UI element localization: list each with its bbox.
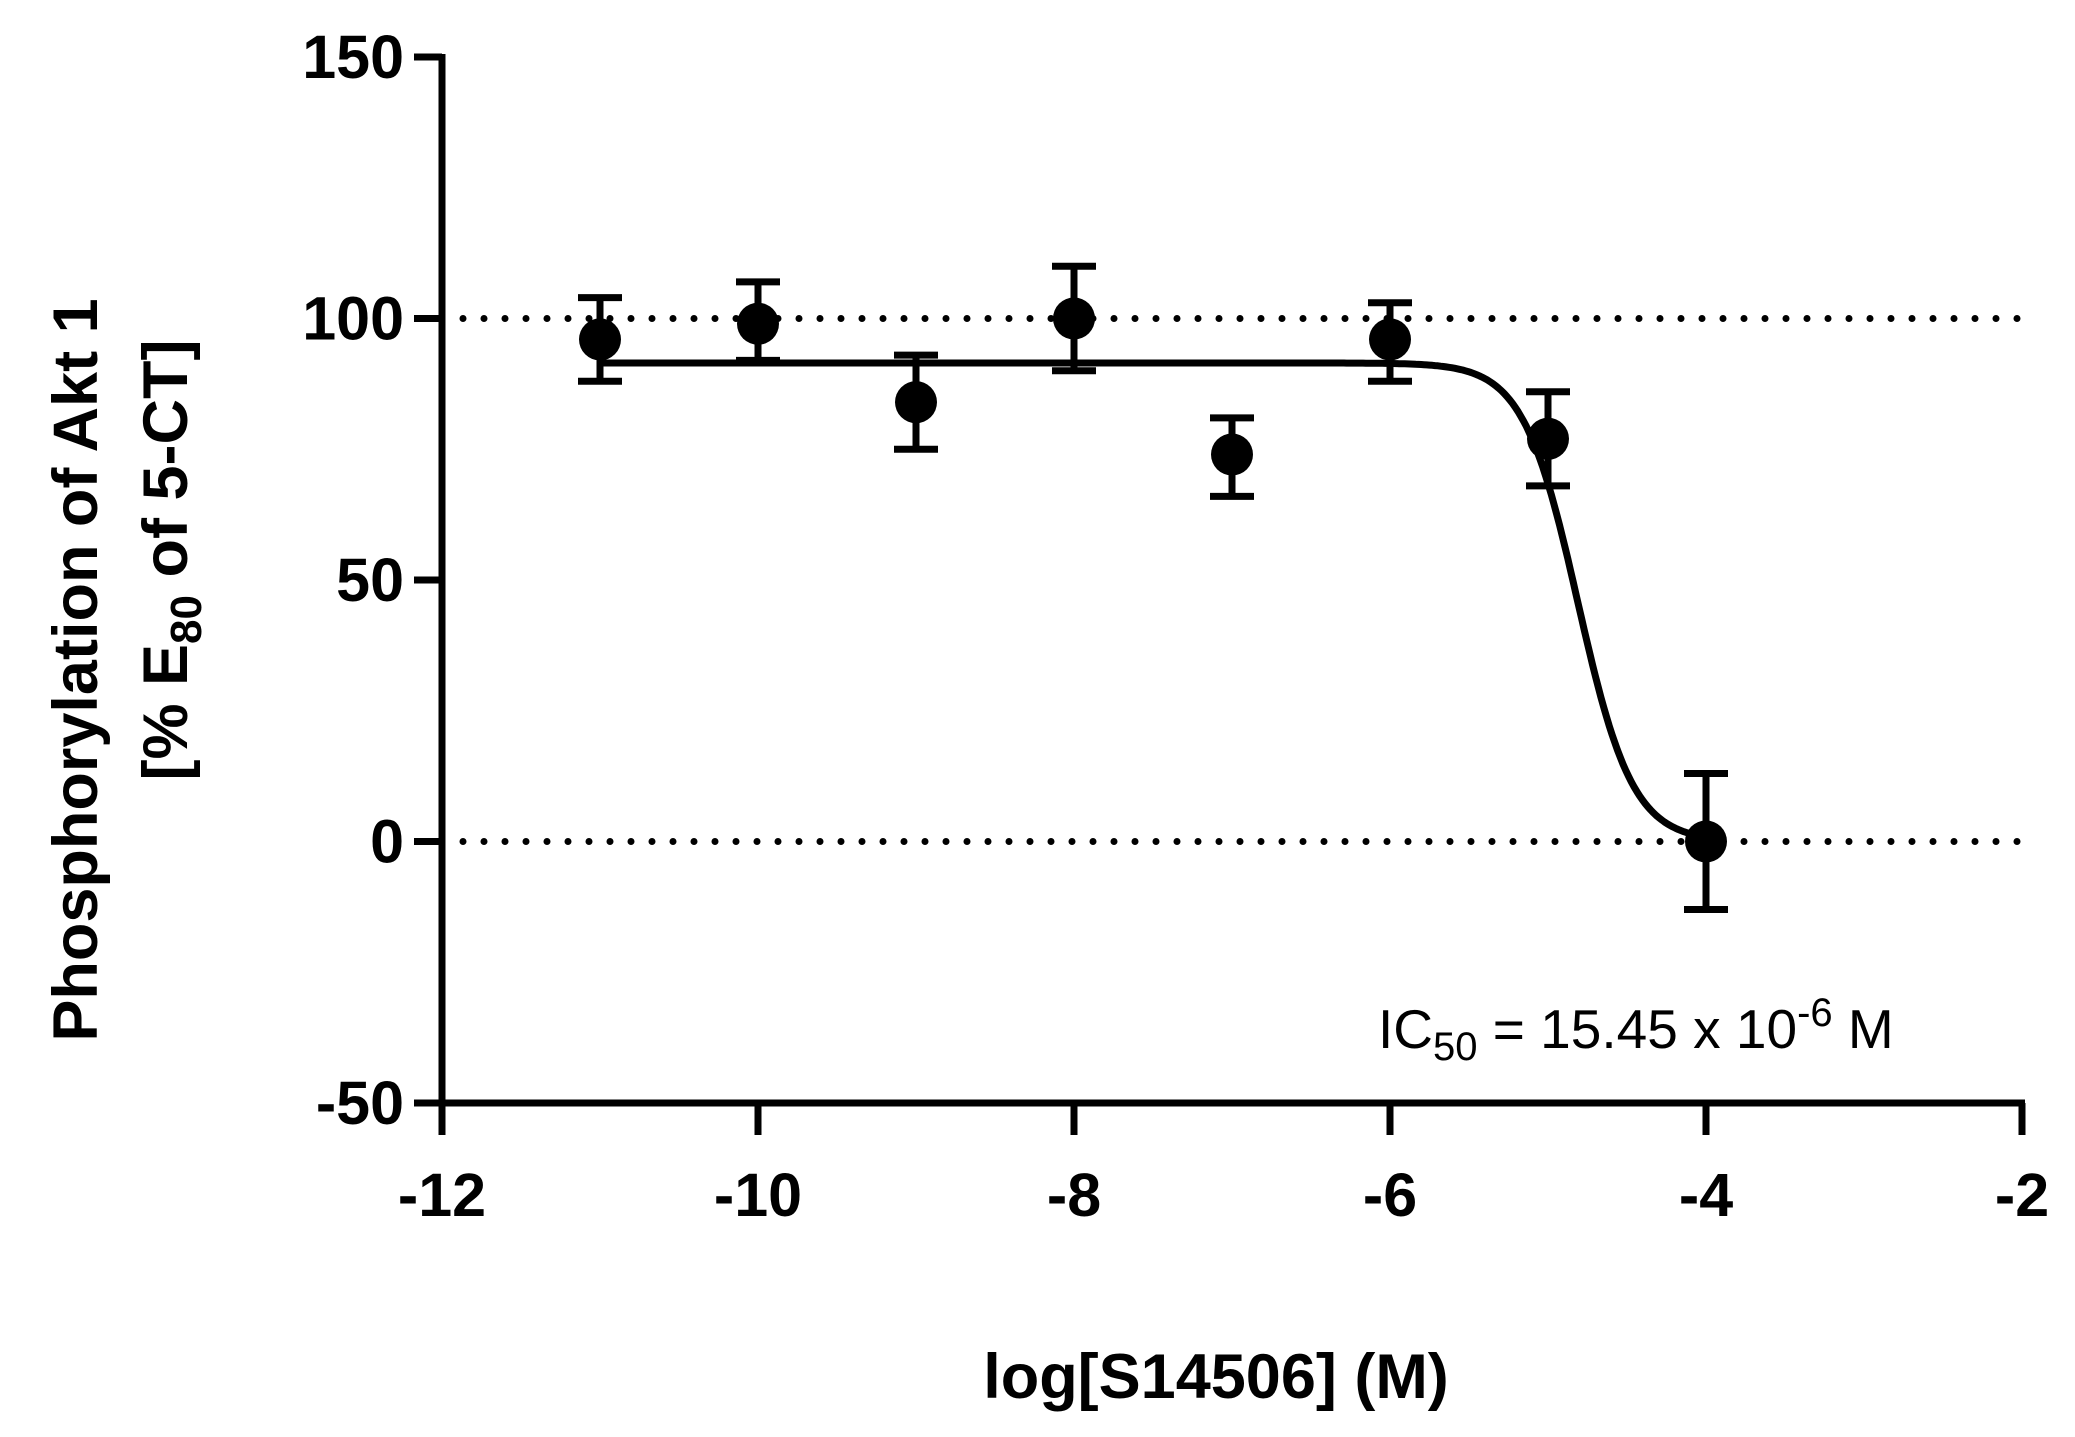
- y-axis-title-prefix: [% E: [131, 644, 201, 781]
- y-axis-title-line1: Phosphorylation of Akt 1: [41, 298, 111, 1041]
- ic50-annotation: IC50 = 15.45 x 10-6 M: [1378, 991, 1894, 1069]
- ic50-middle: = 15.45 x 10: [1478, 998, 1798, 1060]
- fit-curve: [599, 359, 1707, 841]
- x-tick-label--4: -4: [1679, 1161, 1733, 1229]
- y-axis-title-suffix: of 5-CT]: [131, 340, 201, 595]
- y-axis-title-line2: [% E80 of 5-CT]: [131, 340, 211, 781]
- x-tick-label--12: -12: [398, 1161, 486, 1229]
- ic50-suffix: M: [1833, 998, 1894, 1060]
- data-point-group: [1684, 770, 1728, 913]
- x-axis-title: log[S14506] (M): [983, 1342, 1449, 1412]
- data-point: [1053, 297, 1095, 340]
- ic50-superscript: -6: [1797, 991, 1833, 1035]
- data-point-group: [1210, 414, 1254, 500]
- data-point: [1527, 417, 1569, 460]
- x-tick-label--6: -6: [1363, 1161, 1417, 1229]
- data-point: [1369, 318, 1411, 361]
- axes: [438, 54, 2025, 1107]
- x-tick-label--2: -2: [1995, 1161, 2049, 1229]
- y-tick-label-50: 50: [336, 546, 404, 614]
- ic50-subscript: 50: [1433, 1025, 1478, 1069]
- y-tick-label-100: 100: [302, 285, 404, 353]
- data-point: [895, 381, 937, 424]
- data-point-group: [1526, 388, 1570, 490]
- y-axis-title-subscript: 80: [162, 595, 211, 644]
- ticks: -50 0 50 100 150 -12 -10 -8 -6 -4 -2: [302, 23, 2049, 1229]
- reference-lines: [438, 315, 2026, 845]
- fit-curve-group: [599, 359, 1707, 841]
- data-point-group: [1368, 299, 1412, 385]
- x-tick-label--8: -8: [1047, 1161, 1101, 1229]
- y-tick-label-0: 0: [370, 808, 404, 876]
- data-points: [578, 262, 1728, 913]
- x-tick-label--10: -10: [714, 1161, 802, 1229]
- data-point-group: [578, 294, 622, 385]
- y-tick-label-150: 150: [302, 23, 404, 91]
- data-point-group: [736, 278, 780, 364]
- data-point: [1211, 433, 1253, 476]
- y-tick-label--50: -50: [316, 1069, 404, 1137]
- data-point: [737, 302, 779, 345]
- data-point: [579, 318, 621, 361]
- data-point: [1685, 820, 1727, 863]
- ic50-prefix: IC: [1378, 998, 1433, 1060]
- data-point-group: [894, 351, 938, 453]
- data-point-group: [1052, 262, 1096, 375]
